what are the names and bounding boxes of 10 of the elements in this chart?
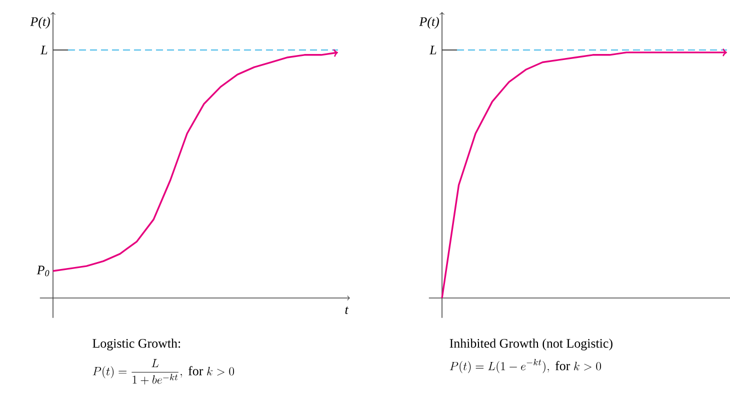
text: Inhibited Growth (not Logistic) xyxy=(450,338,612,350)
y-axis-title: P(t) xyxy=(419,16,439,29)
text: $P(t)=\frac{L}{1+be^{-kt}},\ \mathrm{for}\ k>0$ xyxy=(92,358,234,385)
y-axis-title: P(t) xyxy=(30,16,50,29)
text: $P(t)=L(1-e^{-kt}),\ \mathrm{for}\ k>0$ xyxy=(450,358,602,374)
ref-line-label: L xyxy=(40,46,48,54)
ref-line-label: L xyxy=(429,46,436,54)
text: Logistic Growth: xyxy=(92,338,180,350)
annotation: P$_{0}$ xyxy=(36,266,50,276)
x-axis-title: t xyxy=(345,306,349,314)
